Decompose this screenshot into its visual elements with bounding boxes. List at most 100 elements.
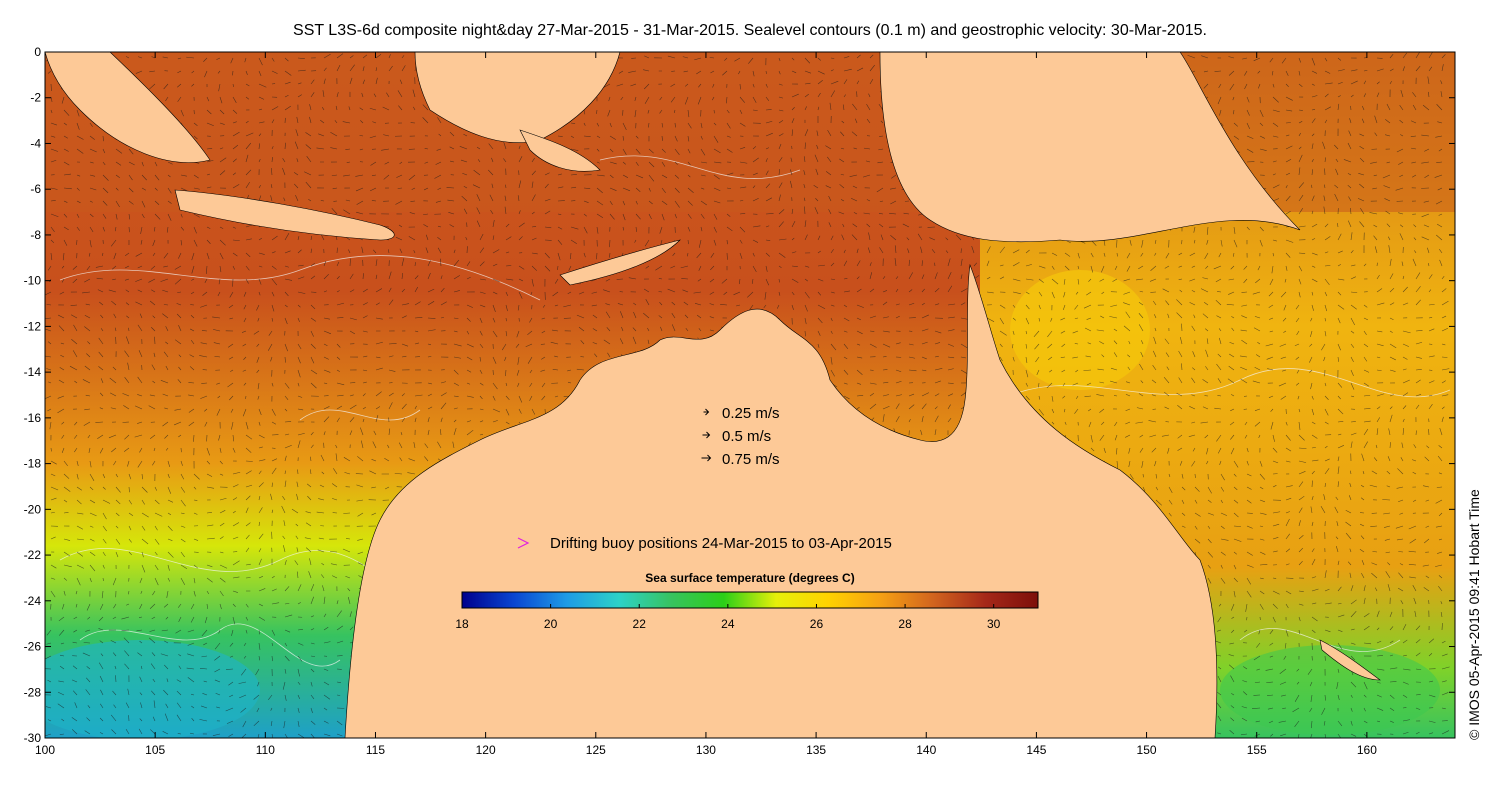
velocity-arrow — [1233, 512, 1239, 518]
velocity-arrow — [427, 260, 431, 267]
velocity-arrow — [557, 173, 562, 176]
velocity-arrow — [63, 173, 71, 176]
velocity-arrow — [320, 119, 325, 124]
velocity-arrow — [1230, 394, 1235, 397]
velocity-arrow — [866, 103, 871, 111]
velocity-arrow — [1246, 473, 1252, 477]
velocity-arrow — [190, 616, 195, 623]
velocity-arrow — [271, 119, 275, 124]
velocity-arrow — [1376, 417, 1381, 423]
velocity-arrow — [1139, 447, 1144, 453]
velocity-arrow — [698, 328, 702, 332]
velocity-arrow — [258, 521, 260, 527]
velocity-arrow — [1233, 551, 1238, 555]
velocity-arrow — [165, 326, 169, 332]
velocity-arrow — [1434, 174, 1443, 178]
velocity-arrow — [1311, 629, 1316, 634]
velocity-arrow — [672, 252, 676, 256]
velocity-arrow — [297, 602, 301, 605]
velocity-arrow — [1298, 265, 1303, 272]
velocity-arrow — [148, 637, 156, 644]
velocity-arrow — [791, 129, 794, 137]
velocity-arrow — [1402, 405, 1407, 410]
velocity-arrow — [258, 408, 262, 415]
velocity-arrow — [734, 57, 741, 62]
velocity-arrow — [1386, 103, 1391, 111]
velocity-arrow — [749, 304, 754, 311]
velocity-arrow — [271, 467, 277, 475]
velocity-arrow — [1216, 315, 1222, 319]
velocity-arrow — [1350, 291, 1358, 294]
velocity-arrow — [229, 642, 234, 647]
velocity-arrow — [335, 105, 338, 111]
velocity-arrow — [427, 329, 436, 332]
velocity-arrow — [1060, 317, 1066, 321]
velocity-arrow — [50, 460, 57, 465]
velocity-arrow — [72, 350, 78, 358]
velocity-arrow — [1424, 148, 1430, 152]
velocity-arrow — [1376, 393, 1385, 397]
velocity-arrow — [245, 181, 250, 189]
velocity-arrow — [332, 187, 338, 190]
velocity-arrow — [256, 356, 260, 363]
velocity-arrow — [1034, 343, 1040, 350]
velocity-arrow — [115, 161, 122, 166]
velocity-arrow — [177, 379, 182, 384]
velocity-arrow — [1179, 289, 1183, 293]
velocity-arrow — [1389, 343, 1397, 349]
velocity-arrow — [407, 472, 416, 475]
velocity-arrow — [490, 210, 494, 215]
velocity-arrow — [1436, 104, 1443, 111]
velocity-arrow — [1254, 421, 1261, 427]
velocity-arrow — [527, 356, 533, 364]
velocity-arrow — [349, 330, 356, 335]
velocity-arrow — [1206, 226, 1209, 235]
velocity-arrow — [1337, 250, 1343, 254]
velocity-arrow — [122, 393, 130, 397]
velocity-arrow — [1036, 369, 1040, 375]
velocity-arrow — [1401, 261, 1404, 267]
velocity-arrow — [1229, 642, 1235, 645]
velocity-arrow — [596, 200, 604, 206]
velocity-arrow — [1359, 133, 1365, 137]
velocity-arrow — [1178, 265, 1183, 268]
velocity-arrow — [726, 122, 731, 129]
velocity-arrow — [1337, 408, 1344, 415]
velocity-arrow — [141, 564, 146, 573]
velocity-arrow — [1350, 585, 1354, 592]
velocity-arrow — [570, 239, 577, 244]
velocity-arrow — [1125, 434, 1131, 438]
velocity-arrow — [1369, 212, 1378, 215]
velocity-arrow — [934, 272, 938, 280]
velocity-arrow — [50, 109, 53, 114]
velocity-arrow — [336, 417, 340, 423]
velocity-arrow — [1311, 304, 1314, 311]
velocity-arrow — [114, 226, 117, 232]
velocity-arrow — [50, 486, 59, 491]
velocity-arrow — [1178, 252, 1183, 256]
velocity-arrow — [1285, 629, 1289, 637]
velocity-arrow — [1233, 577, 1238, 583]
velocity-arrow — [437, 117, 442, 124]
velocity-arrow — [232, 434, 235, 442]
velocity-arrow — [424, 148, 429, 150]
velocity-arrow — [76, 499, 82, 505]
velocity-arrow — [375, 367, 383, 371]
velocity-arrow — [310, 583, 315, 592]
velocity-arrow — [1244, 70, 1248, 76]
velocity-arrow — [1233, 239, 1238, 248]
velocity-arrow — [778, 209, 785, 215]
velocity-arrow — [1374, 132, 1378, 137]
velocity-arrow — [76, 551, 84, 557]
velocity-arrow — [635, 135, 639, 139]
velocity-arrow — [790, 157, 793, 163]
velocity-arrow — [63, 122, 67, 126]
velocity-arrow — [1350, 80, 1358, 85]
velocity-arrow — [1311, 459, 1319, 462]
velocity-arrow — [123, 637, 130, 644]
velocity-arrow — [1219, 460, 1222, 465]
velocity-arrow — [1363, 441, 1368, 449]
velocity-arrow — [1230, 265, 1235, 270]
velocity-arrow — [700, 161, 708, 164]
velocity-arrow — [76, 460, 79, 467]
